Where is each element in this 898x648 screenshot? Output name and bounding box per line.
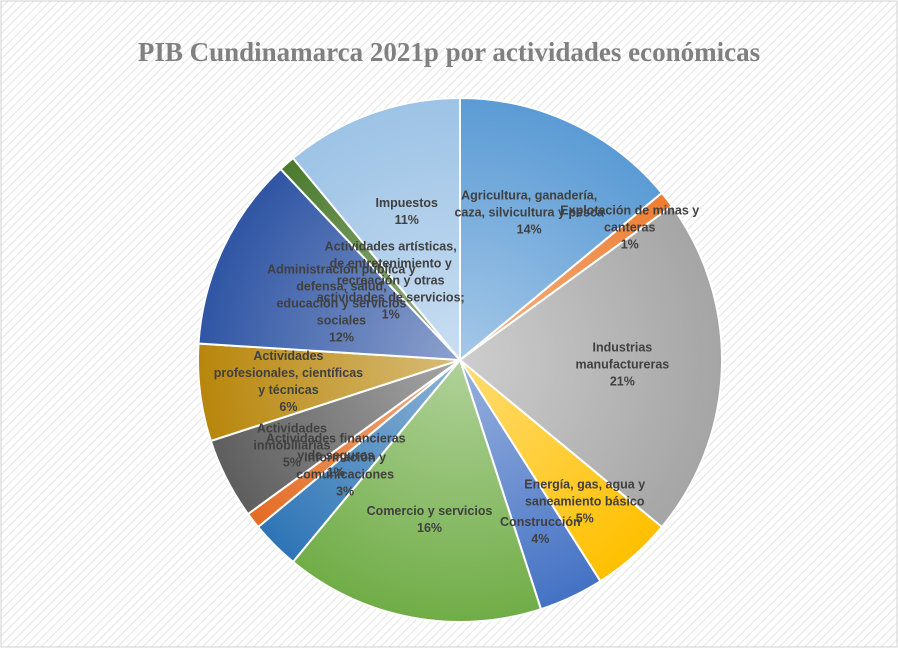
value-label: 21% — [609, 374, 635, 389]
slice-label: Explotación de minas y canteras 1% — [555, 203, 705, 254]
category-label: Actividades profesionales, científicas y… — [213, 348, 364, 397]
slice-label: Actividades artísticas, de entretenimien… — [316, 239, 466, 324]
category-label: Explotación de minas y canteras — [560, 203, 700, 235]
slice-label: Información y comunicaciones 3% — [270, 449, 420, 500]
category-label: Energía, gas, agua y saneamiento básico — [524, 477, 646, 508]
slice-label: Actividades financieras y de seguros 1% — [261, 431, 411, 482]
slice-label: Industrias manufactureras 21% — [547, 340, 697, 391]
category-label: Actividades inmobiliarias — [253, 421, 331, 453]
slice-label: Actividades profesionales, científicas y… — [213, 348, 363, 416]
chart-title: PIB Cundinamarca 2021p por actividades e… — [138, 37, 760, 67]
category-label: Administración pública y defensa, salud,… — [267, 262, 416, 328]
slice-label: Impuestos 11% — [332, 195, 482, 229]
category-label: Comercio y servicios — [366, 503, 493, 518]
category-label: Impuestos — [375, 196, 438, 211]
value-label: 1% — [326, 465, 345, 480]
slice-label: Agricultura, ganadería, caza, silvicultu… — [454, 188, 604, 239]
category-label: Construcción — [500, 514, 581, 529]
value-label: 3% — [336, 484, 355, 499]
value-label: 5% — [282, 455, 301, 470]
slice-label: Administración pública y defensa, salud,… — [266, 262, 416, 347]
category-label: Actividades artísticas, de entretenimien… — [316, 239, 465, 305]
slice-label: Actividades inmobiliarias 5% — [217, 420, 367, 471]
value-label: 6% — [279, 399, 298, 414]
category-label: Agricultura, ganadería, caza, silvicultu… — [454, 188, 604, 220]
value-label: 12% — [328, 330, 354, 345]
value-label: 5% — [575, 511, 594, 525]
slice-label: Energía, gas, agua y saneamiento básico 5… — [510, 476, 660, 527]
value-label: 11% — [394, 213, 419, 228]
category-label: Industrias manufactureras — [575, 340, 670, 372]
value-label: 14% — [516, 222, 542, 237]
value-label: 4% — [531, 531, 550, 546]
slice-label: Construcción 4% — [465, 514, 615, 548]
category-label: Información y comunicaciones — [296, 450, 395, 482]
value-label: 1% — [381, 307, 400, 322]
slice-label: Comercio y servicios 16% — [355, 503, 505, 537]
value-label: 16% — [417, 520, 443, 535]
category-label: Actividades financieras y de seguros — [265, 431, 406, 463]
value-label: 1% — [620, 237, 639, 252]
